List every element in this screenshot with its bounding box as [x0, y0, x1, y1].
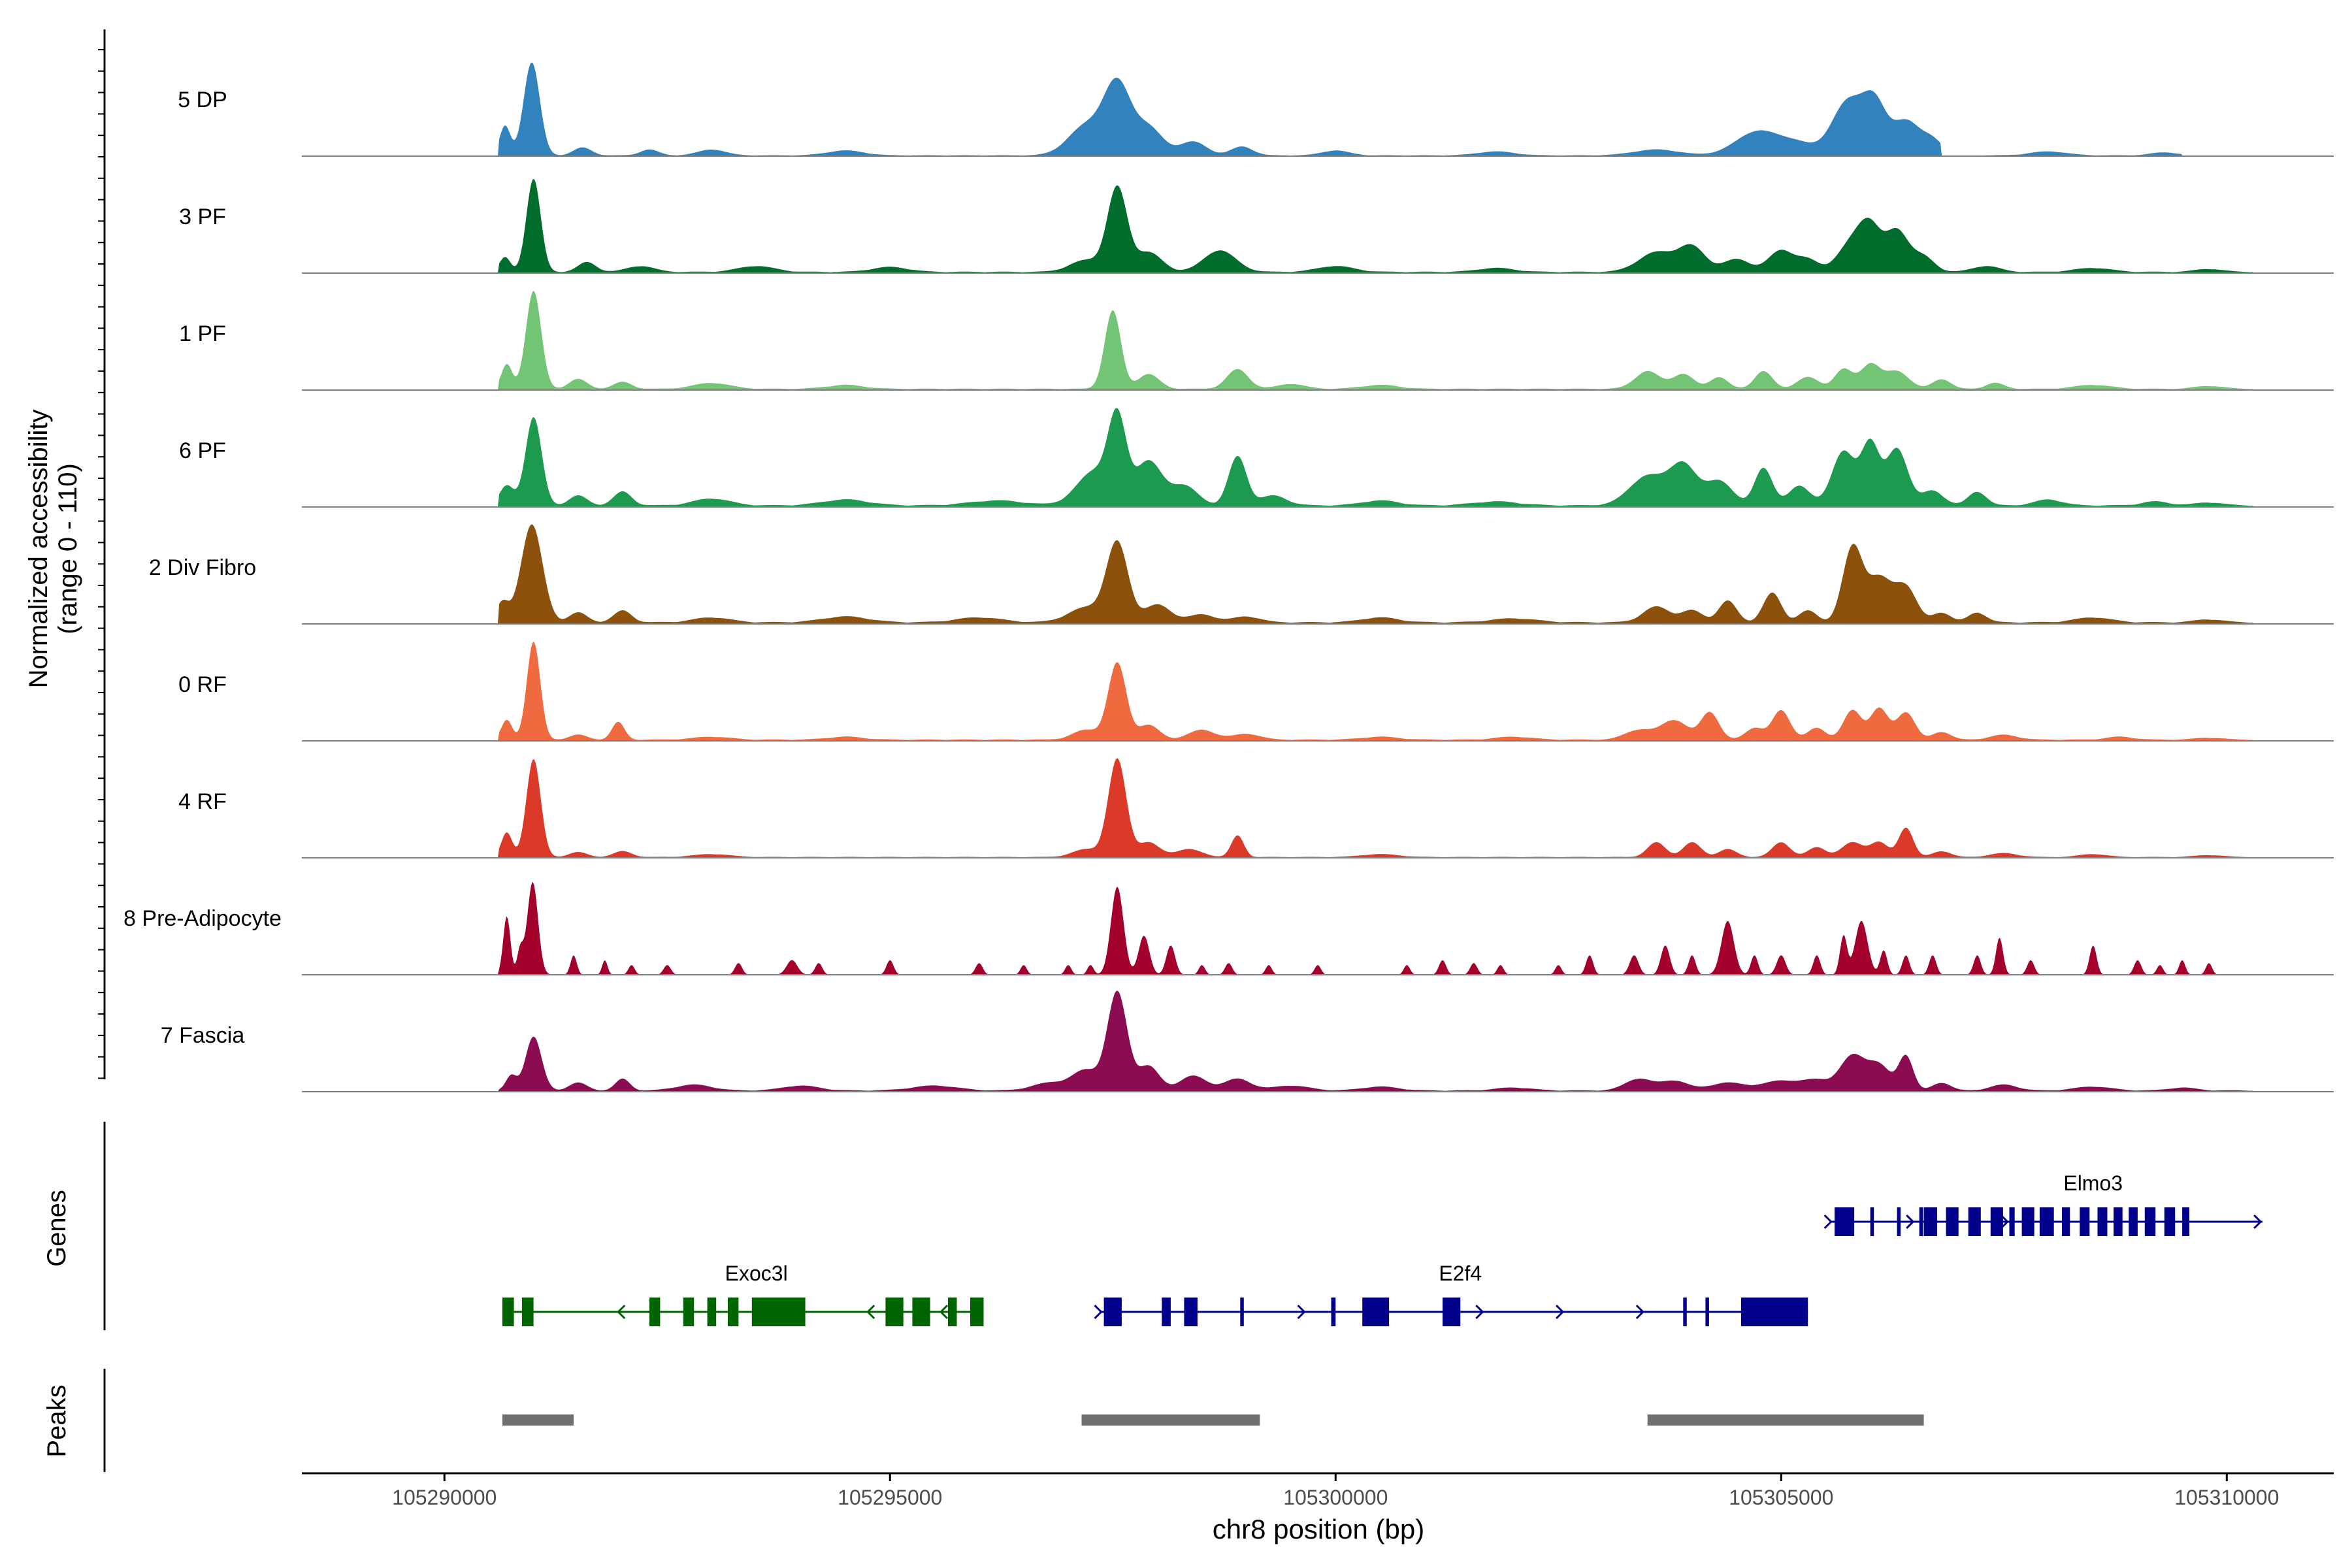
browser-plot: Normalized accessibility (range 0 - 110)… — [0, 0, 2352, 1568]
peak-region — [1648, 1414, 1924, 1426]
gene-exon — [948, 1298, 957, 1326]
track-2-div-fibro: 2 Div Fibro — [149, 525, 2334, 624]
coverage-area — [302, 63, 2334, 156]
gene-exon — [1870, 1207, 1874, 1236]
coverage-area — [302, 525, 2334, 624]
track-label: 5 DP — [178, 88, 227, 112]
gene-exon — [649, 1298, 660, 1326]
coverage-area — [302, 291, 2334, 390]
gene-exon — [1184, 1298, 1198, 1326]
gene-exon — [1924, 1207, 1938, 1236]
gene-exon — [522, 1298, 534, 1326]
gene-exon — [1919, 1207, 1923, 1236]
gene-elmo3: Elmo3 — [1825, 1171, 2262, 1236]
gene-exon — [683, 1298, 694, 1326]
gene-exon — [1968, 1207, 1981, 1236]
strand-arrow — [1825, 1215, 1831, 1228]
gene-exon — [1835, 1207, 1854, 1236]
y-axis-title: Normalized accessibility — [24, 410, 53, 689]
strand-arrow — [1095, 1305, 1102, 1318]
gene-exon — [752, 1298, 806, 1326]
peaks-track — [105, 1369, 1924, 1472]
track-label: 8 Pre-Adipocyte — [123, 906, 282, 931]
coverage-area — [302, 990, 2334, 1092]
gene-exon — [1683, 1298, 1687, 1326]
x-tick-label: 105290000 — [392, 1486, 497, 1509]
track-label: 6 PF — [179, 438, 226, 463]
gene-exon — [708, 1298, 717, 1326]
track-1-pf: 1 PF — [179, 291, 2334, 390]
gene-label: Exoc3l — [725, 1262, 788, 1285]
coverage-area — [302, 642, 2334, 741]
coverage-tracks: 5 DP 3 PF 1 PF 6 PF 2 Div Fibro 0 RF 4 RF 8 Pre… — [123, 63, 2334, 1092]
coverage-area — [302, 759, 2334, 858]
gene-exon — [2182, 1207, 2189, 1236]
gene-e2f4: E2f4 — [1095, 1262, 1808, 1326]
gene-exon — [1991, 1207, 2003, 1236]
peaks-track-label: Peaks — [42, 1384, 71, 1457]
x-tick-label: 105295000 — [838, 1486, 942, 1509]
gene-exon — [502, 1298, 514, 1326]
x-axis-title: chr8 position (bp) — [1213, 1514, 1425, 1544]
peak-region — [502, 1414, 574, 1426]
track-3-pf: 3 PF — [179, 179, 2334, 273]
gene-exon — [1741, 1298, 1808, 1326]
gene-exon — [2062, 1207, 2070, 1236]
genes-track-label: Genes — [42, 1190, 71, 1267]
track-label: 7 Fascia — [161, 1023, 245, 1048]
gene-exon — [1946, 1207, 1959, 1236]
x-tick-label: 105305000 — [1729, 1486, 1833, 1509]
gene-exon — [885, 1298, 903, 1326]
track-7-fascia: 7 Fascia — [161, 990, 2334, 1092]
track-label: 2 Div Fibro — [149, 555, 256, 580]
left-axis — [98, 29, 105, 1079]
gene-exon — [1705, 1298, 1709, 1326]
track-label: 3 PF — [179, 204, 226, 229]
track-8-pre-adipocyte: 8 Pre-Adipocyte — [123, 882, 2334, 975]
gene-exon — [2080, 1207, 2089, 1236]
peak-region — [1082, 1414, 1260, 1426]
gene-exon — [1104, 1298, 1122, 1326]
gene-exon — [2145, 1207, 2155, 1236]
coverage-area — [302, 882, 2334, 975]
genes-track: Exoc3l E2f4 Elmo3 — [105, 1122, 2262, 1330]
gene-exon — [728, 1298, 738, 1326]
gene-exon — [1240, 1298, 1244, 1326]
coverage-area — [302, 179, 2334, 273]
gene-exoc3l: Exoc3l — [502, 1262, 984, 1326]
track-4-rf: 4 RF — [178, 759, 2334, 858]
track-label: 0 RF — [178, 672, 227, 697]
x-tick-label: 105310000 — [2174, 1486, 2279, 1509]
x-axis: 105290000 105295000 105300000 105305000 1053… — [302, 1473, 2334, 1509]
gene-exon — [2040, 1207, 2054, 1236]
gene-exon — [2010, 1207, 2015, 1236]
gene-exon — [970, 1298, 984, 1326]
track-0-rf: 0 RF — [178, 642, 2334, 741]
gene-exon — [2022, 1207, 2034, 1236]
track-label: 1 PF — [179, 321, 226, 346]
y-axis-range: (range 0 - 110) — [54, 463, 82, 634]
gene-exon — [2164, 1207, 2175, 1236]
gene-exon — [1897, 1207, 1901, 1236]
track-6-pf: 6 PF — [179, 408, 2334, 508]
gene-exon — [1331, 1298, 1336, 1326]
gene-label: Elmo3 — [2063, 1171, 2123, 1195]
gene-exon — [2129, 1207, 2138, 1236]
track-5-dp: 5 DP — [178, 63, 2334, 156]
gene-label: E2f4 — [1439, 1262, 1482, 1285]
gene-exon — [2114, 1207, 2123, 1236]
track-label: 4 RF — [178, 789, 227, 814]
gene-exon — [1162, 1298, 1171, 1326]
gene-exon — [912, 1298, 930, 1326]
coverage-area — [302, 408, 2334, 508]
gene-exon — [1443, 1298, 1460, 1326]
gene-exon — [2098, 1207, 2108, 1236]
x-tick-label: 105300000 — [1283, 1486, 1388, 1509]
gene-exon — [1362, 1298, 1389, 1326]
